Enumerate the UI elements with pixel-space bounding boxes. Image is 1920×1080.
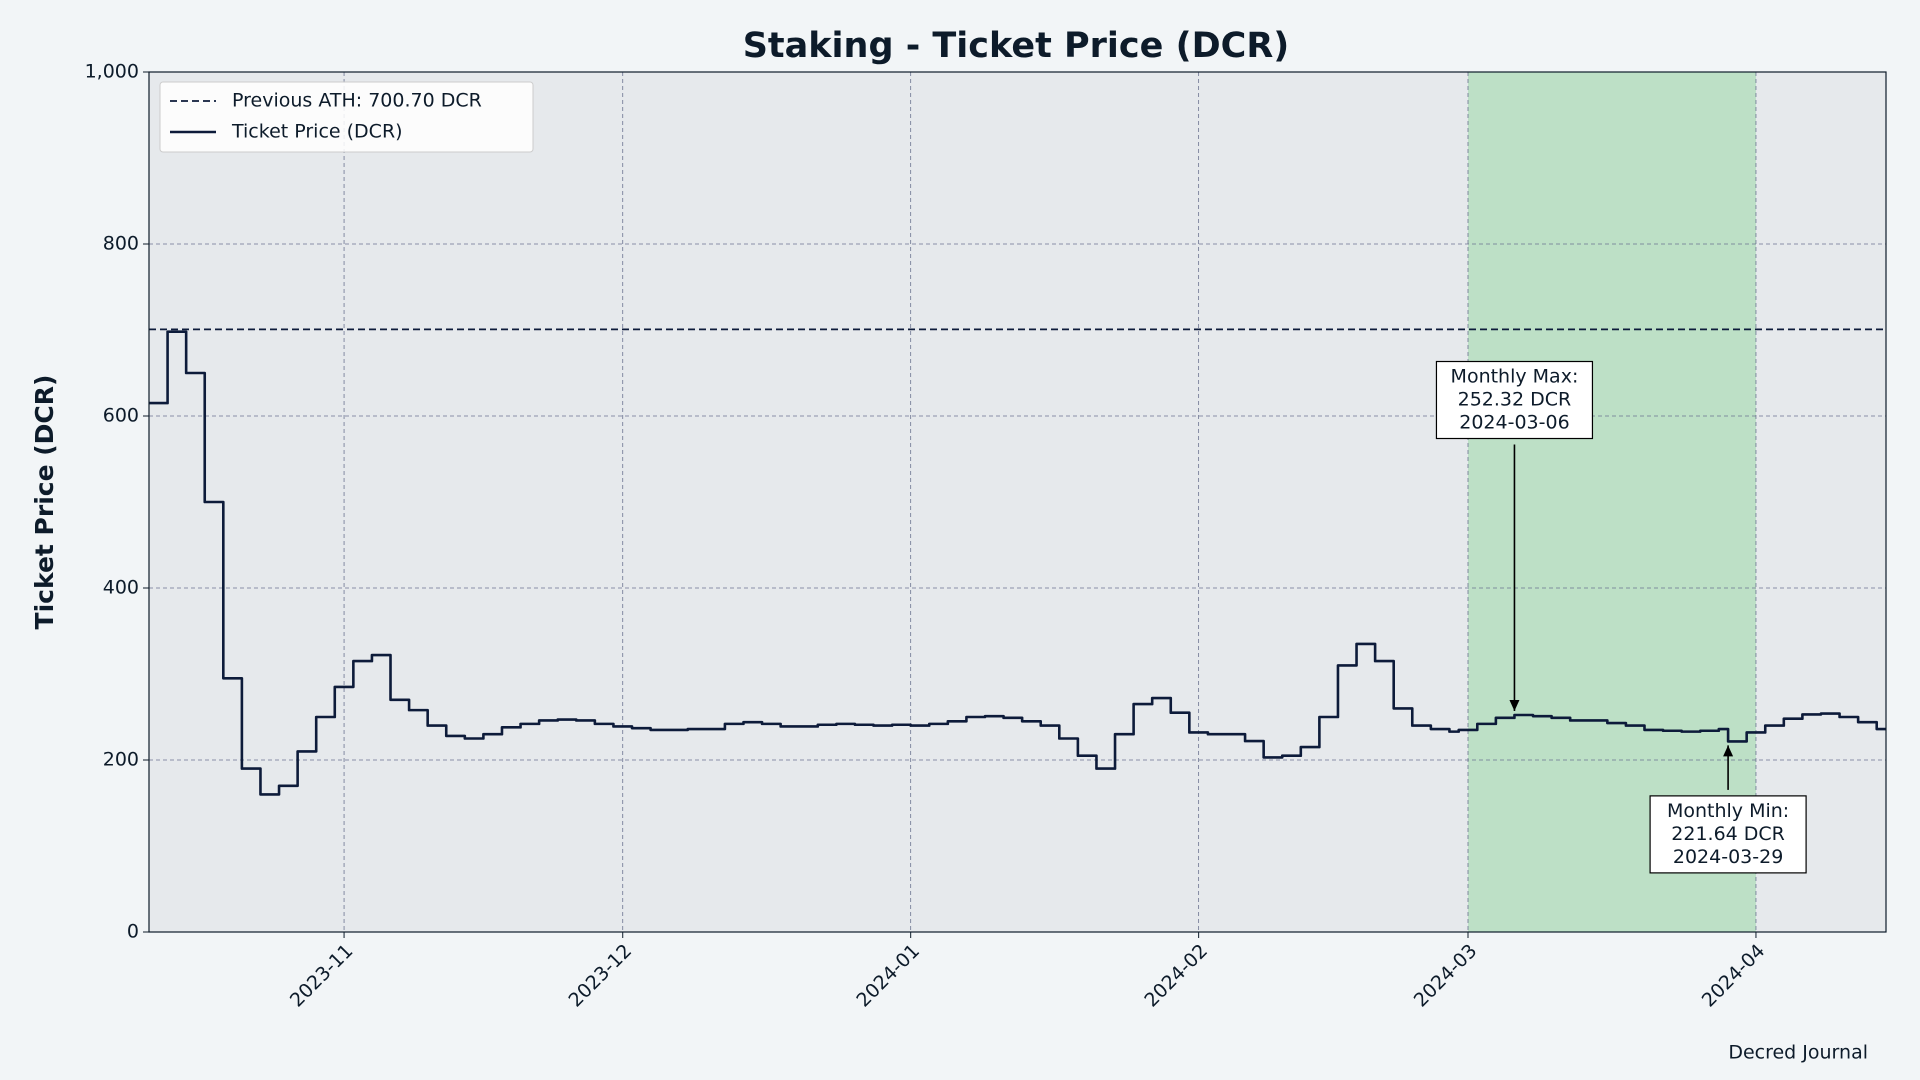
- y-tick-label: 400: [103, 577, 139, 599]
- source: Decred Journal: [1728, 1042, 1868, 1064]
- arrow-head: [1723, 745, 1734, 757]
- plot-area: [149, 71, 1886, 933]
- y-tick-label: 0: [127, 921, 139, 943]
- legend-box: [159, 81, 534, 153]
- plot-frame: [148, 71, 1887, 933]
- chart-title: Staking - Ticket Price (DCR): [743, 26, 1290, 66]
- annotation-text: 2024-03-06: [1459, 412, 1569, 434]
- legend-label: Previous ATH: 700.70 DCR: [232, 90, 482, 112]
- y-tick-label: 200: [103, 749, 139, 771]
- annotation-text: 221.64 DCR: [1671, 823, 1785, 845]
- legend-label: Ticket Price (DCR): [231, 121, 403, 143]
- annotation-text: 252.32 DCR: [1458, 389, 1572, 411]
- price-line: [149, 330, 1886, 796]
- y-tick-label: 800: [103, 233, 139, 255]
- annotation-text: Monthly Max:: [1451, 366, 1579, 388]
- arrow-head: [1509, 700, 1520, 712]
- y-tick-label: 600: [103, 405, 139, 427]
- annotation-text: 2024-03-29: [1673, 846, 1783, 868]
- y-tick-label: 1,000: [85, 61, 139, 83]
- annotation-text: Monthly Min:: [1667, 800, 1789, 822]
- y-axis-label: Ticket Price (DCR): [30, 375, 59, 630]
- annotation-box: [1649, 795, 1807, 874]
- highlight-band: [1468, 72, 1756, 932]
- annotation-box: [1435, 360, 1594, 440]
